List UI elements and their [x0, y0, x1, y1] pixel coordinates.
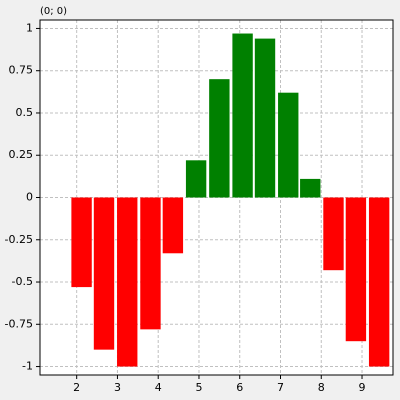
- y-tick-label: -0.25: [5, 233, 33, 246]
- y-tick-label: -1: [22, 360, 33, 373]
- bar: [71, 197, 92, 288]
- x-tick-label: 9: [359, 381, 366, 394]
- bar: [185, 160, 207, 198]
- x-tick-label: 5: [195, 381, 202, 394]
- bar: [278, 92, 299, 198]
- bar: [162, 197, 184, 254]
- bar: [209, 79, 230, 198]
- x-tick-label: 7: [277, 381, 284, 394]
- y-tick-label: 0: [26, 191, 33, 204]
- bar: [368, 197, 390, 367]
- bar: [254, 38, 276, 198]
- x-tick-label: 3: [114, 381, 121, 394]
- bar: [93, 197, 115, 350]
- x-tick-label: 2: [73, 381, 80, 394]
- x-tick-label: 4: [155, 381, 162, 394]
- y-tick-label: 1: [26, 21, 33, 34]
- annotation: (0; 0): [40, 6, 67, 17]
- y-tick-label: -0.5: [12, 275, 33, 288]
- y-tick-label: 0.75: [9, 64, 34, 77]
- bar: [300, 178, 321, 198]
- bar: [345, 197, 367, 342]
- bar: [140, 197, 161, 330]
- bar: [232, 33, 253, 198]
- y-tick-label: 0.25: [9, 148, 34, 161]
- y-tick-label: 0.5: [16, 106, 34, 119]
- bar: [117, 197, 138, 367]
- y-tick-label: -0.75: [5, 317, 33, 330]
- x-tick-label: 6: [236, 381, 243, 394]
- x-tick-label: 8: [318, 381, 325, 394]
- bar: [323, 197, 344, 271]
- plot-frame: [39, 19, 394, 376]
